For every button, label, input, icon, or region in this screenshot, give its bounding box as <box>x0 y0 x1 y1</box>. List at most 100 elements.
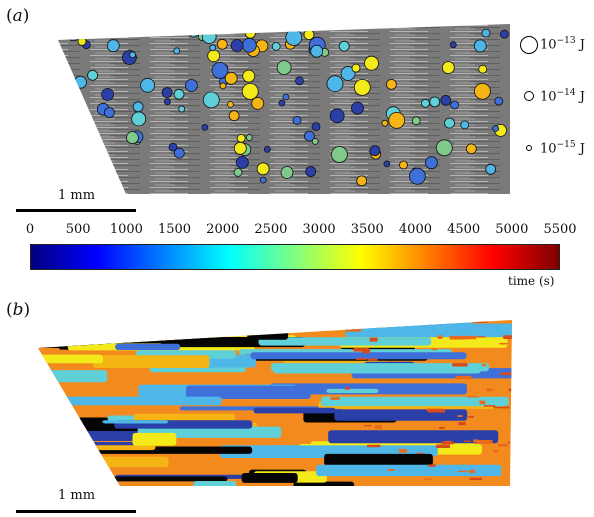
fracture-speck <box>500 372 512 376</box>
event-marker <box>161 87 173 98</box>
fracture-speck <box>493 406 510 409</box>
event-marker <box>202 91 220 109</box>
event-marker <box>251 97 265 110</box>
event-marker <box>424 156 438 170</box>
event-marker <box>280 166 294 179</box>
event-marker <box>263 145 271 153</box>
event-marker <box>173 147 185 159</box>
colorbar-tick: 5000 <box>495 222 529 237</box>
fracture-speck <box>399 449 407 453</box>
fracture-speck <box>432 348 438 351</box>
event-marker <box>353 79 371 96</box>
fracture-speck <box>428 464 436 467</box>
circle-icon-medium <box>524 91 534 101</box>
event-marker <box>351 101 364 115</box>
colorbar-label: time (s) <box>508 274 555 288</box>
event-marker <box>411 116 421 126</box>
event-marker <box>72 144 79 152</box>
event-marker <box>385 79 397 90</box>
event-marker <box>256 162 270 176</box>
event-marker <box>207 49 221 63</box>
fracture-speck <box>364 425 372 427</box>
event-marker <box>481 28 491 38</box>
event-marker <box>173 88 185 100</box>
fracture-speck <box>416 320 424 323</box>
event-marker <box>465 143 477 155</box>
event-marker <box>292 115 302 125</box>
fracture-speck <box>345 387 350 390</box>
fracture-speck <box>367 358 378 361</box>
event-marker <box>233 141 247 155</box>
event-marker <box>408 167 426 185</box>
colorbar-tick: 5500 <box>543 222 577 237</box>
sample-grayscale-image <box>58 24 510 194</box>
fracture-speck <box>336 323 355 327</box>
event-marker <box>499 29 509 39</box>
fracture-speck <box>441 441 455 445</box>
fracture-speck <box>387 469 395 471</box>
event-marker <box>219 82 227 90</box>
event-marker <box>224 71 238 85</box>
event-marker <box>241 83 259 100</box>
event-marker <box>338 40 350 52</box>
event-marker <box>101 88 114 101</box>
fracture-band <box>334 409 468 421</box>
fracture-speck <box>468 415 474 418</box>
panel-label-b: (b) <box>6 300 31 320</box>
event-marker <box>66 157 76 167</box>
event-marker <box>236 133 246 143</box>
fracture-band <box>186 385 311 399</box>
fracture-map-layers <box>38 320 512 486</box>
colorbar-tick: 2500 <box>254 222 288 237</box>
event-marker <box>330 146 348 163</box>
fracture-speck <box>362 349 370 354</box>
fracture-speck <box>472 320 488 323</box>
fracture-band <box>247 330 289 340</box>
fracture-band <box>92 355 210 368</box>
fracture-band <box>271 363 489 372</box>
colorbar-tick: 0 <box>25 222 35 237</box>
event-marker <box>131 111 147 127</box>
event-marker <box>244 27 256 39</box>
fracture-speck <box>479 400 486 405</box>
fracture-speck <box>345 327 362 332</box>
event-marker <box>399 160 408 170</box>
colorbar-tick: 3500 <box>350 222 384 237</box>
fracture-speck <box>455 375 472 379</box>
event-marker <box>242 69 256 83</box>
fracture-speck <box>475 440 493 444</box>
fracture-band <box>269 383 467 395</box>
fracture-speck <box>436 444 450 448</box>
fracture-band <box>115 343 181 350</box>
event-marker <box>209 44 217 52</box>
fracture-band <box>102 420 169 424</box>
event-marker <box>305 166 317 177</box>
fracture-speck <box>498 443 508 447</box>
event-marker <box>369 145 381 157</box>
fracture-speck <box>461 335 477 340</box>
fracture-speck <box>437 335 443 339</box>
colorbar-tick: 2000 <box>206 222 240 237</box>
event-marker <box>245 134 253 141</box>
colorbar-tick: 1500 <box>157 222 192 237</box>
fracture-band <box>316 464 502 477</box>
fracture-speck <box>367 444 381 448</box>
fracture-band <box>226 322 376 328</box>
fracture-band <box>54 320 238 324</box>
event-marker <box>356 175 368 187</box>
event-marker <box>140 77 155 93</box>
event-marker <box>282 93 290 101</box>
fracture-speck <box>355 358 367 360</box>
fracture-band <box>62 478 118 486</box>
event-marker <box>178 105 186 113</box>
event-marker <box>420 98 430 108</box>
fracture-band <box>241 473 298 483</box>
event-marker <box>473 82 491 100</box>
event-marker <box>441 61 455 74</box>
event-marker <box>311 122 321 132</box>
event-marker <box>168 142 178 152</box>
event-marker <box>188 26 199 38</box>
fracture-band <box>107 476 228 482</box>
fracture-speck <box>374 425 382 430</box>
fracture-band <box>324 453 433 466</box>
